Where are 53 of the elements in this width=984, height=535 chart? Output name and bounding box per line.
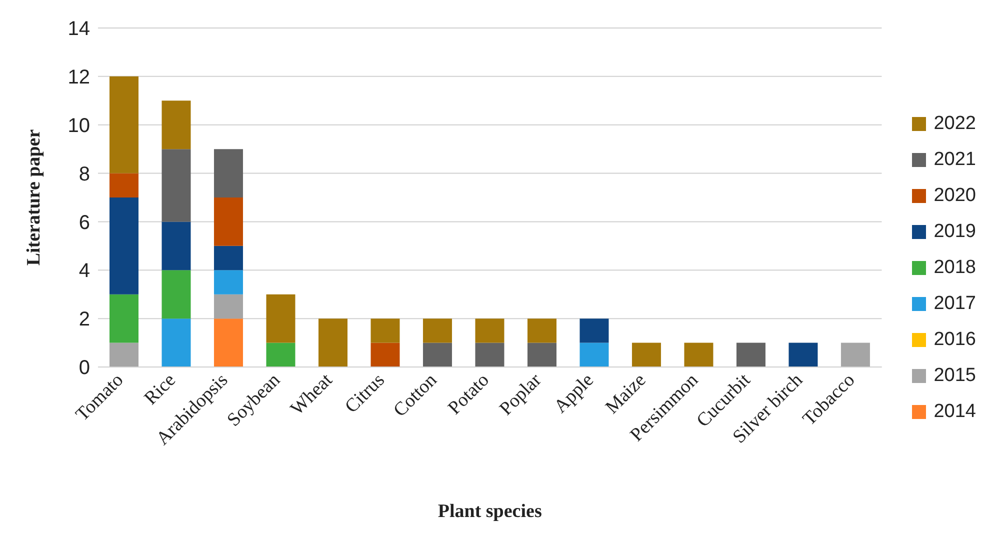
- y-tick-label: 14: [68, 18, 90, 40]
- legend-label: 2020: [934, 184, 976, 206]
- y-tick-label: 8: [78, 163, 90, 186]
- bar: [840, 342, 870, 367]
- bar: [422, 342, 452, 367]
- legend-label: 2021: [934, 148, 976, 170]
- bar: [788, 342, 818, 367]
- bar: [162, 149, 191, 222]
- bar: [214, 246, 243, 270]
- bar: [632, 342, 661, 367]
- bar: [109, 76, 138, 174]
- bar: [527, 342, 556, 367]
- y-tick-label: 2: [78, 308, 90, 331]
- bar: [580, 318, 609, 343]
- bar: [475, 342, 504, 367]
- bar: [109, 294, 138, 343]
- bar: [266, 294, 296, 343]
- y-tick-label: 0: [78, 357, 90, 380]
- bar: [214, 198, 243, 246]
- legend-label: 2014: [934, 400, 976, 422]
- x-axis-title: Plant species: [438, 501, 542, 522]
- bar: [109, 342, 138, 367]
- bar: [580, 342, 609, 367]
- y-tick-label: 10: [68, 114, 90, 137]
- legend-label: 2019: [934, 220, 976, 242]
- y-tick-label: 4: [78, 260, 90, 282]
- bar: [475, 318, 504, 343]
- y-axis-title: Literature paper: [24, 128, 45, 266]
- legend-label: 2016: [934, 328, 976, 350]
- bar: [162, 270, 191, 319]
- bar: [109, 173, 138, 198]
- bar: [214, 149, 243, 198]
- legend-label: 2022: [934, 112, 976, 134]
- bar: [370, 342, 400, 367]
- bar: [370, 318, 400, 343]
- bar: [162, 100, 191, 150]
- y-tick-label: 12: [68, 66, 90, 89]
- bar: [422, 318, 452, 343]
- bar: [266, 342, 296, 367]
- bar: [162, 318, 191, 367]
- bar: [162, 222, 191, 270]
- bar: [684, 342, 714, 367]
- bar: [318, 318, 348, 367]
- bar: [214, 294, 243, 319]
- y-tick-label: 6: [78, 212, 90, 234]
- legend-label: 2018: [934, 256, 976, 278]
- legend-label: 2017: [934, 292, 976, 314]
- bar: [214, 270, 243, 294]
- bar: [527, 318, 556, 343]
- bar: [109, 198, 138, 294]
- bar: [736, 342, 766, 367]
- bar: [214, 318, 243, 367]
- legend-label: 2015: [934, 364, 976, 386]
